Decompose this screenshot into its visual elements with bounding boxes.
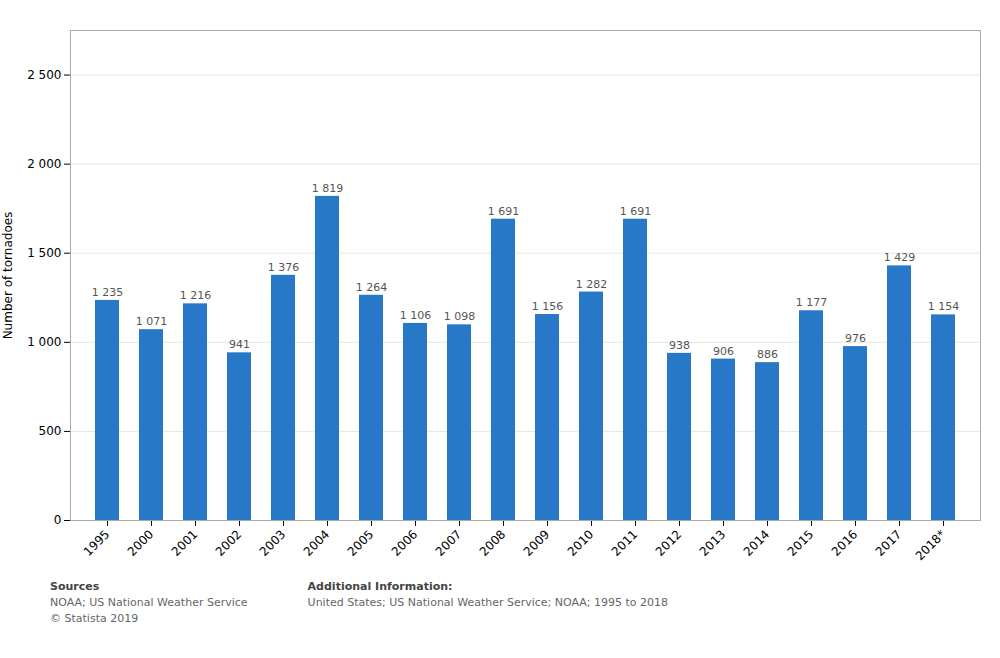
svg-text:2003: 2003 bbox=[257, 527, 288, 558]
svg-text:2002: 2002 bbox=[213, 527, 244, 558]
svg-text:2009: 2009 bbox=[521, 527, 552, 558]
svg-text:500: 500 bbox=[39, 424, 62, 438]
svg-text:2017: 2017 bbox=[873, 527, 904, 558]
svg-text:1 235: 1 235 bbox=[92, 286, 124, 299]
svg-text:1 282: 1 282 bbox=[576, 278, 608, 291]
svg-text:1 071: 1 071 bbox=[136, 315, 168, 328]
svg-text:2010: 2010 bbox=[565, 527, 596, 558]
svg-text:1 177: 1 177 bbox=[796, 296, 828, 309]
svg-text:1 156: 1 156 bbox=[532, 300, 564, 313]
svg-text:1 154: 1 154 bbox=[928, 300, 960, 313]
svg-text:1 429: 1 429 bbox=[884, 251, 916, 264]
svg-text:1995: 1995 bbox=[81, 527, 112, 558]
svg-text:2006: 2006 bbox=[389, 527, 420, 558]
svg-text:1 691: 1 691 bbox=[620, 205, 652, 218]
svg-text:2005: 2005 bbox=[345, 527, 376, 558]
svg-text:1 376: 1 376 bbox=[268, 261, 300, 274]
svg-text:1 216: 1 216 bbox=[180, 289, 212, 302]
svg-text:941: 941 bbox=[229, 338, 250, 351]
svg-text:2018*: 2018* bbox=[913, 527, 949, 563]
svg-text:906: 906 bbox=[713, 345, 734, 358]
svg-text:1 819: 1 819 bbox=[312, 182, 344, 195]
svg-text:1 106: 1 106 bbox=[400, 309, 432, 322]
svg-text:Number of tornadoes: Number of tornadoes bbox=[1, 212, 15, 340]
svg-text:2001: 2001 bbox=[169, 527, 200, 558]
svg-text:976: 976 bbox=[845, 332, 866, 345]
svg-text:1 264: 1 264 bbox=[356, 281, 388, 294]
svg-text:886: 886 bbox=[757, 348, 778, 361]
svg-text:1 098: 1 098 bbox=[444, 310, 476, 323]
svg-text:938: 938 bbox=[669, 339, 690, 352]
svg-text:2007: 2007 bbox=[433, 527, 464, 558]
svg-text:2013: 2013 bbox=[697, 527, 728, 558]
html-text:Sources: Sources bbox=[50, 580, 100, 593]
svg-text:2000: 2000 bbox=[125, 527, 156, 558]
html-text:United States; US National Wea: United States; US National Weather Servi… bbox=[307, 596, 669, 609]
svg-text:2 500: 2 500 bbox=[27, 68, 61, 82]
svg-text:2011: 2011 bbox=[609, 527, 640, 558]
svg-text:2016: 2016 bbox=[829, 527, 860, 558]
svg-text:2014: 2014 bbox=[741, 527, 772, 558]
svg-text:2 000: 2 000 bbox=[27, 157, 61, 171]
svg-text:2015: 2015 bbox=[785, 527, 816, 558]
svg-text:0: 0 bbox=[54, 513, 62, 527]
svg-text:1 691: 1 691 bbox=[488, 205, 520, 218]
svg-text:2008: 2008 bbox=[477, 527, 508, 558]
svg-text:2004: 2004 bbox=[301, 527, 332, 558]
html-text:Additional Information:: Additional Information: bbox=[307, 580, 453, 593]
svg-text:1 500: 1 500 bbox=[27, 246, 61, 260]
html-text:NOAA; US National Weather Serv: NOAA; US National Weather Service bbox=[50, 596, 248, 609]
html-text:© Statista 2019: © Statista 2019 bbox=[50, 612, 139, 625]
svg-text:1 000: 1 000 bbox=[27, 335, 61, 349]
svg-text:2012: 2012 bbox=[653, 527, 684, 558]
